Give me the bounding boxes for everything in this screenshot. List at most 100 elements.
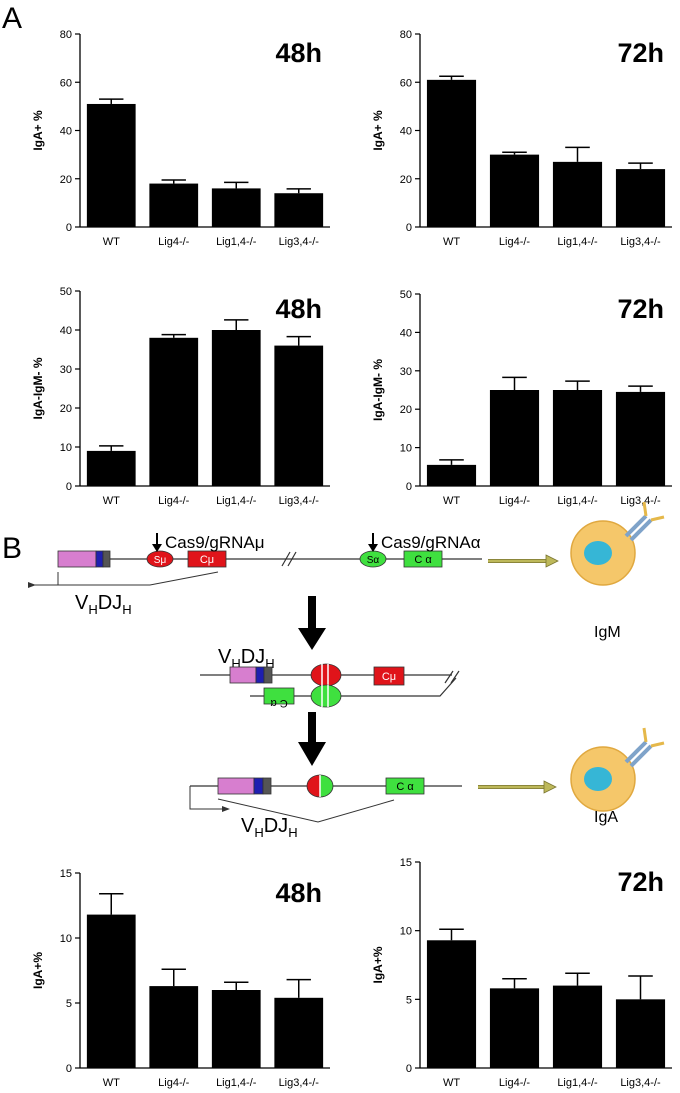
bar: [426, 940, 477, 1068]
y-tick-label: 15: [60, 868, 72, 880]
y-tick-label: 0: [406, 481, 412, 493]
chart-title: 48h: [275, 878, 322, 908]
c-mu-region: [373, 666, 405, 686]
jh-segment: [262, 777, 272, 795]
y-tick-label: 60: [400, 77, 412, 89]
vdj-label-1: VHDJH: [75, 592, 132, 617]
class-switch-diagram: Sμ Cμ Sα C α Cas9/gRNAμ Cas9/gRNAα VHDJH…: [28, 501, 665, 840]
y-tick-label: 40: [400, 327, 412, 339]
s-mu-junction: [306, 774, 321, 798]
bar: [211, 990, 261, 1068]
big-arrow-2-icon: [298, 742, 326, 766]
y-tick-label: 15: [400, 857, 412, 869]
c-alpha-region-flipped: [263, 687, 295, 705]
cas-alpha-label: Cas9/gRNAα: [381, 533, 481, 552]
y-tick-label: 0: [406, 1063, 412, 1075]
antibody-igm-arm-icon: [650, 515, 665, 522]
x-tick-label: Lig1,4-/-: [557, 236, 598, 248]
vdj-mid: DJ: [241, 646, 265, 668]
y-tick-label: 5: [66, 998, 72, 1010]
bar: [274, 193, 324, 227]
vdj-sub-2: H: [265, 656, 274, 671]
y-tick-label: 10: [400, 926, 412, 938]
bar-chart: 0 5 10 15 IgA+% 72h WT Lig4-/- Lig1,4-/- Lig3,4-/…: [371, 857, 672, 1089]
vh-segment: [217, 777, 255, 795]
c-alpha-label: C α: [414, 554, 432, 566]
bar: [615, 169, 666, 227]
bar-chart: 0 20 40 60 80 IgA+ % 48h WT Lig4-/- Lig1,4-/- Lig3…: [31, 29, 330, 248]
antibody-igm-arm-icon: [642, 501, 648, 517]
bar: [615, 999, 666, 1068]
s-alpha-label: Sα: [367, 555, 380, 566]
bar: [149, 337, 199, 486]
x-tick-label: Lig1,4-/-: [216, 236, 257, 248]
charts-layer: 0 20 40 60 80 IgA+ % 48h WT Lig4-/- Lig1,4-/- Lig3…: [31, 29, 672, 1089]
x-tick-label: Lig4-/-: [158, 236, 190, 248]
x-tick-label: Lig4-/-: [158, 495, 190, 507]
bar: [615, 391, 666, 486]
chart-title: 72h: [617, 867, 664, 897]
x-tick-label: Lig3,4-/-: [620, 236, 661, 248]
bar: [211, 330, 261, 486]
s-alpha-cut-region: [310, 684, 342, 708]
panel-b-label: B: [2, 532, 23, 565]
vh-segment: [57, 550, 97, 568]
chart-title: 48h: [275, 294, 322, 324]
nucleus-igm-icon: [584, 541, 612, 565]
cas-mu-arrowhead-icon: [152, 544, 162, 552]
dj-segment: [255, 666, 265, 684]
dj-segment: [95, 550, 104, 568]
bar: [489, 390, 540, 486]
x-tick-label: Lig1,4-/-: [216, 495, 257, 507]
bar: [86, 103, 136, 227]
x-tick-label: Lig4-/-: [158, 1077, 190, 1089]
vdj-mid: DJ: [264, 815, 288, 837]
x-tick-label: Lig1,4-/-: [557, 495, 598, 507]
vdj-sub-2: H: [122, 602, 131, 617]
vdj-label-3: VHDJH: [241, 815, 298, 840]
c-mu-label: Cμ: [382, 671, 396, 683]
vdj-sub-1: H: [254, 825, 263, 840]
x-tick-label: WT: [103, 236, 120, 248]
c-alpha-region: [385, 777, 425, 795]
s-mu-region: [146, 550, 174, 568]
y-tick-label: 80: [60, 29, 72, 41]
antibody-iga-arm-icon: [642, 727, 648, 743]
vdj-mid: DJ: [98, 592, 122, 614]
bar: [489, 988, 540, 1068]
y-tick-label: 40: [60, 126, 72, 138]
dj-segment: [253, 777, 264, 795]
x-tick-label: WT: [103, 1077, 120, 1089]
x-tick-label: WT: [443, 1077, 460, 1089]
intermediate-line: [340, 677, 457, 697]
antibody-iga-arm-icon: [650, 741, 665, 748]
y-axis-label: IgA-IgM- %: [31, 357, 45, 419]
y-tick-label: 30: [60, 364, 72, 376]
antibody-igm-icon: [624, 514, 648, 538]
x-tick-label: Lig1,4-/-: [557, 1077, 598, 1089]
y-tick-label: 40: [60, 325, 72, 337]
big-arrow-1-icon: [298, 628, 326, 650]
y-tick-label: 10: [400, 443, 412, 455]
y-tick-label: 20: [400, 174, 412, 186]
transcript-arrowhead-icon: [222, 806, 230, 812]
x-tick-label: Lig4-/-: [499, 1077, 531, 1089]
y-tick-label: 10: [60, 442, 72, 454]
bar-chart: 0 20 40 60 80 IgA+ % 72h WT Lig4-/- Lig1,4-/- Lig3…: [371, 29, 672, 248]
chart-title: 72h: [617, 38, 664, 68]
y-tick-label: 50: [400, 289, 412, 301]
y-axis-label: IgA-IgM- %: [371, 359, 385, 421]
bar: [552, 161, 603, 227]
y-tick-label: 30: [400, 366, 412, 378]
bar: [274, 997, 324, 1068]
c-alpha-flipped-label: C α: [270, 697, 288, 709]
y-tick-label: 20: [60, 174, 72, 186]
chart-title: 72h: [617, 294, 664, 324]
jh-segment: [102, 550, 111, 568]
x-tick-label: Lig4-/-: [499, 495, 531, 507]
antibody-igm-stem-icon: [629, 518, 653, 542]
y-tick-label: 0: [66, 1063, 72, 1075]
break-mark: [287, 551, 297, 567]
y-tick-label: 5: [406, 994, 412, 1006]
